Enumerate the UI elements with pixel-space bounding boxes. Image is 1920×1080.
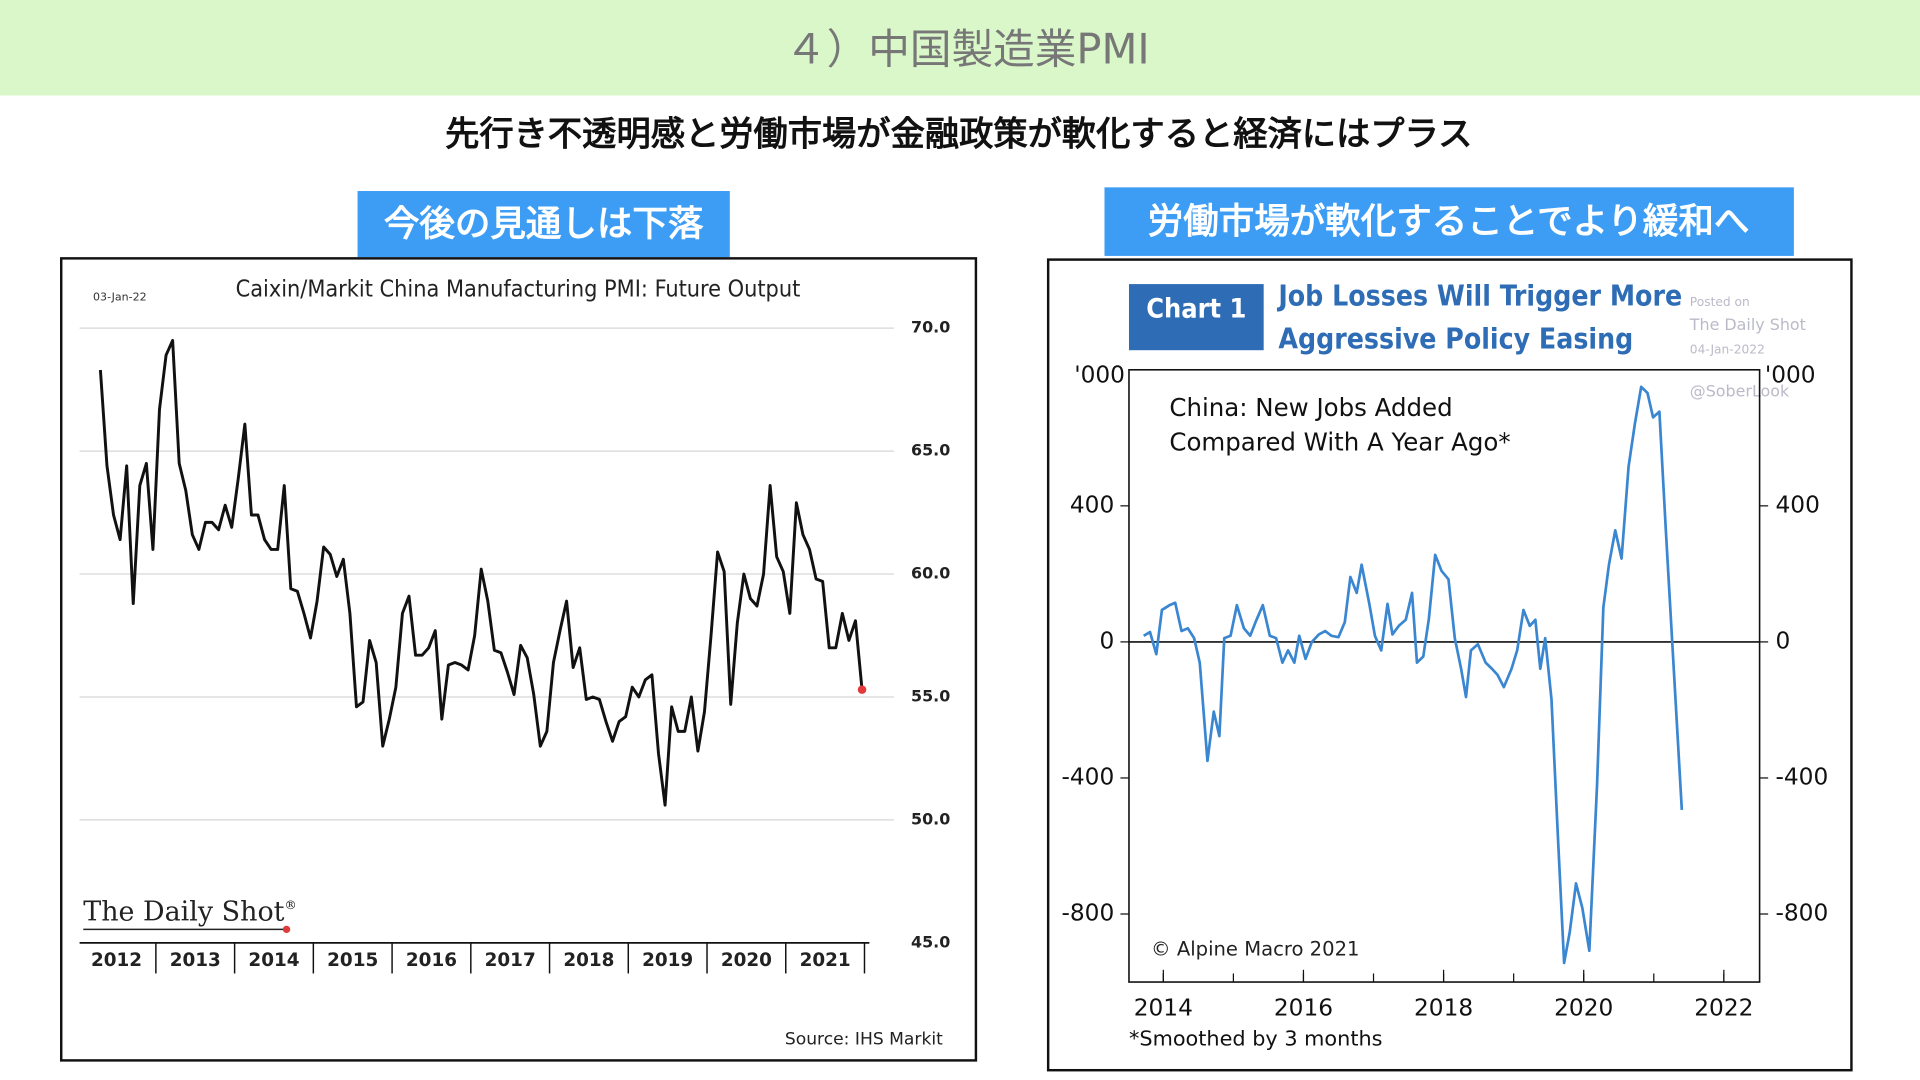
x-tick-label: 2016 (406, 950, 457, 971)
end-marker (857, 685, 867, 694)
y-tick-label: -800 (1062, 900, 1115, 927)
logo: The Daily Shot® (83, 896, 296, 927)
source: Source: IHS Markit (785, 1030, 943, 1050)
label-box (1104, 187, 1794, 256)
x-tick-label: 2014 (248, 950, 299, 971)
y-tick-label: 45.0 (911, 932, 950, 951)
data-line (1143, 385, 1684, 965)
x-tick-label: 2022 (1694, 994, 1753, 1021)
x-tick-label: 2013 (170, 950, 221, 971)
x-tick-label: 2015 (327, 950, 378, 971)
x-tick-label: 2017 (485, 950, 536, 971)
annotation: Compared With A Year Ago* (1169, 427, 1510, 456)
y2-tick-label: -400 (1776, 763, 1829, 790)
x-tick-label: 2018 (1414, 994, 1473, 1021)
x-tick-label: 2012 (91, 950, 142, 971)
footnote: *Smoothed by 3 months (1129, 1027, 1383, 1051)
x-tick-label: 2020 (1554, 994, 1613, 1021)
x-tick-label: 2019 (642, 950, 693, 971)
y-tick-label: -400 (1062, 763, 1115, 790)
x-tick-label: 2021 (800, 950, 851, 971)
y2-tick-label: 400 (1776, 491, 1820, 518)
chart-title: Job Losses Will Trigger More (1276, 280, 1682, 313)
x-tick-label: 2020 (721, 950, 772, 971)
credit: © Alpine Macro 2021 (1151, 938, 1359, 961)
chart-label: Chart 1 (1146, 293, 1246, 324)
y-tick-label: 400 (1070, 491, 1114, 518)
x-tick-label: 2016 (1274, 994, 1333, 1021)
label-box (357, 191, 730, 258)
watermark: @SoberLook (1690, 381, 1790, 400)
header-band (0, 0, 1920, 96)
slide-subtitle: 先行き不透明感と労働市場が金融政策が軟化すると経済にはプラス (445, 114, 1472, 154)
panel-label: 今後の見通しは下落 (384, 203, 704, 244)
x-tick-label: 2014 (1134, 994, 1193, 1021)
logo-dot (282, 925, 291, 934)
annotation: China: New Jobs Added (1169, 393, 1452, 422)
data-line (98, 338, 864, 807)
y-tick-label: 70.0 (911, 318, 950, 337)
unit-label: '000 (1074, 361, 1125, 388)
watermark: The Daily Shot (1689, 315, 1806, 334)
watermark: 04-Jan-2022 (1690, 343, 1765, 357)
logo-mark: ® (284, 897, 296, 911)
y-tick-label: 50.0 (911, 809, 950, 828)
chart-date: 03-Jan-22 (93, 291, 147, 304)
chart-label-box (1128, 284, 1264, 351)
y-tick-label: 0 (1099, 627, 1114, 654)
chart-frame (1046, 258, 1853, 1072)
chart-title: Caixin/Markit China Manufacturing PMI: F… (236, 276, 801, 303)
y-tick-label: 65.0 (911, 441, 950, 460)
y-tick-label: 60.0 (911, 564, 950, 583)
y2-tick-label: -800 (1776, 900, 1829, 927)
watermark: Posted on (1690, 295, 1750, 309)
unit-label: '000 (1765, 361, 1816, 388)
y-tick-label: 55.0 (911, 686, 950, 705)
slide-title: ４）中国製造業PMI (785, 25, 1150, 74)
logo-text: The Daily Shot (83, 896, 284, 927)
panel-label: 労働市場が軟化することでより緩和へ (1148, 201, 1750, 242)
chart-title: Aggressive Policy Easing (1278, 322, 1633, 355)
plot-frame (1128, 369, 1761, 983)
chart-frame (59, 257, 978, 1062)
x-tick-label: 2018 (563, 950, 614, 971)
y2-tick-label: 0 (1776, 627, 1791, 654)
